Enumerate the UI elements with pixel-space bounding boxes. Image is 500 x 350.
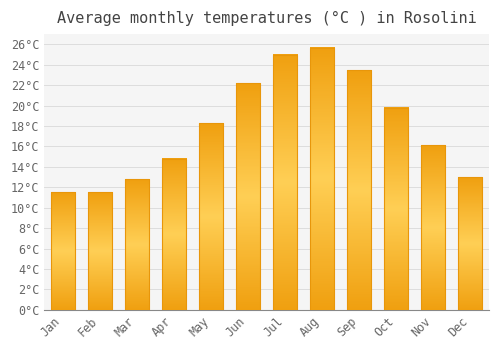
- Bar: [162, 159, 186, 310]
- Title: Average monthly temperatures (°C ) in Rosolini: Average monthly temperatures (°C ) in Ro…: [57, 11, 476, 26]
- Bar: [422, 146, 446, 310]
- Bar: [236, 83, 260, 310]
- Bar: [273, 55, 297, 310]
- Bar: [347, 70, 372, 310]
- Bar: [88, 193, 112, 310]
- Bar: [310, 48, 334, 310]
- Bar: [384, 108, 408, 310]
- Bar: [199, 123, 223, 310]
- Bar: [125, 179, 149, 310]
- Bar: [51, 193, 75, 310]
- Bar: [458, 177, 482, 310]
